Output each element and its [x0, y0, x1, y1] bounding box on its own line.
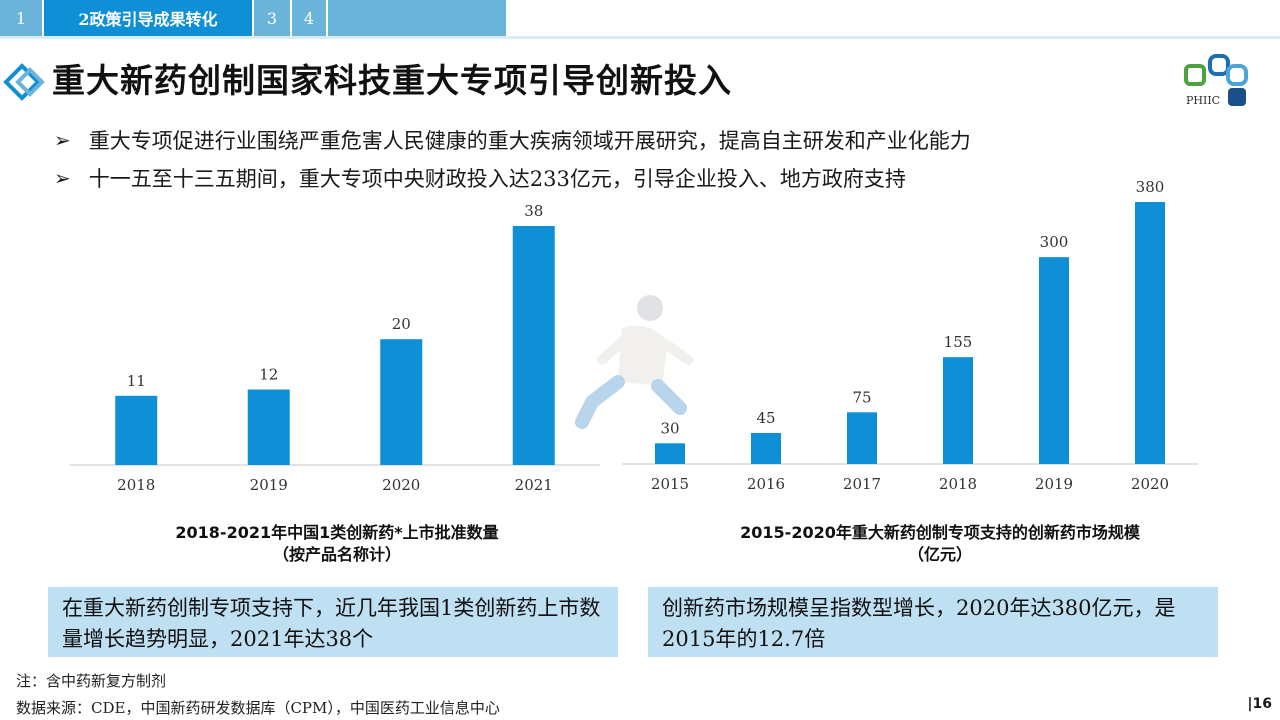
bar-2015 — [655, 443, 685, 464]
nav-tab-3[interactable]: 3 — [254, 0, 292, 36]
bar-2020 — [1135, 202, 1165, 464]
bar-2019 — [1039, 257, 1069, 464]
market-size-bar-chart: 30 2015 45 2016 75 2017 155 2018 300 2019 380 2020 — [622, 178, 1198, 493]
tick-label-2018: 2018 — [117, 476, 155, 494]
phiic-logo — [1184, 54, 1248, 106]
tick-label-2021: 2021 — [515, 476, 553, 494]
data-label-2019: 300 — [1040, 233, 1069, 251]
data-label-2015: 30 — [660, 419, 679, 437]
tick-label-2020: 2020 — [382, 476, 420, 494]
bullet-text: 重大专项促进行业围绕严重危害人民健康的重大疾病领域开展研究，提高自主研发和产业化… — [88, 129, 971, 153]
nav-tab-2[interactable]: 2政策引导成果转化 — [44, 0, 254, 36]
chart-title-right-main: 2015-2020年重大新药创制专项支持的创新药市场规模 — [740, 523, 1140, 542]
data-label-2020: 380 — [1136, 178, 1165, 196]
bar-2019 — [247, 389, 290, 465]
tick-label-2020: 2020 — [1131, 475, 1169, 493]
data-label-2017: 75 — [852, 388, 871, 406]
arrow-bullet-icon: ➢ — [54, 166, 71, 190]
data-label-2018: 11 — [127, 372, 146, 390]
nav-tab-4[interactable]: 4 — [292, 0, 328, 36]
chart-title-right-sub: （亿元） — [907, 545, 972, 564]
bar-2021 — [512, 226, 555, 465]
bullet-item: ➢ 十一五至十三五期间，重大专项中央财政投入达233亿元，引导企业投入、地方政府… — [54, 163, 906, 193]
data-label-2019: 12 — [259, 366, 278, 384]
bar-2017 — [847, 412, 877, 464]
chart-title-right: 2015-2020年重大新药创制专项支持的创新药市场规模 （亿元） — [650, 522, 1230, 566]
tick-label-2019: 2019 — [250, 476, 288, 494]
footnote-note: 注：含中药新复方制剂 — [16, 672, 167, 690]
tick-label-2015: 2015 — [651, 475, 689, 493]
tick-label-2017: 2017 — [843, 475, 881, 493]
data-label-2020: 20 — [392, 315, 411, 333]
data-label-2018: 155 — [944, 333, 973, 351]
chart-title-left: 2018-2021年中国1类创新药*上市批准数量 （按产品名称计） — [72, 522, 602, 566]
nav-tab-spacer — [328, 0, 508, 36]
tick-label-2019: 2019 — [1035, 475, 1073, 493]
arrow-bullet-icon: ➢ — [54, 128, 71, 152]
chart-title-left-main: 2018-2021年中国1类创新药*上市批准数量 — [175, 523, 499, 542]
bar-2018 — [943, 357, 973, 464]
page-title: 重大新药创制国家科技重大专项引导创新投入 — [52, 61, 732, 100]
page-number: |16 — [1247, 696, 1272, 712]
bar-2020 — [380, 339, 423, 465]
tick-label-2018: 2018 — [939, 475, 977, 493]
running-figure-illustration — [575, 295, 693, 429]
data-label-2016: 45 — [756, 409, 775, 427]
footnote-source: 数据来源：CDE，中国新药研发数据库（CPM），中国医药工业信息中心 — [16, 699, 500, 717]
bullet-item: ➢ 重大专项促进行业围绕严重危害人民健康的重大疾病领域开展研究，提高自主研发和产… — [54, 125, 971, 155]
bar-2018 — [115, 395, 158, 465]
data-label-2021: 38 — [524, 202, 543, 220]
nav-tab-1[interactable]: 1 — [0, 0, 44, 36]
top-nav: 1 2政策引导成果转化 3 4 — [0, 0, 508, 36]
chart-title-left-sub: （按产品名称计） — [272, 545, 401, 564]
nav-underline — [0, 36, 1280, 39]
tick-label-2016: 2016 — [747, 475, 785, 493]
callout-right: 创新药市场规模呈指数型增长，2020年达380亿元，是2015年的12.7倍 — [648, 587, 1218, 657]
logo-text: PHIIC — [1186, 94, 1221, 107]
bullet-text: 十一五至十三五期间，重大专项中央财政投入达233亿元，引导企业投入、地方政府支持 — [88, 167, 906, 191]
callout-left: 在重大新药创制专项支持下，近几年我国1类创新药上市数量增长趋势明显，2021年达… — [48, 587, 618, 657]
diamond-icon — [3, 63, 45, 101]
bar-2016 — [751, 432, 781, 464]
